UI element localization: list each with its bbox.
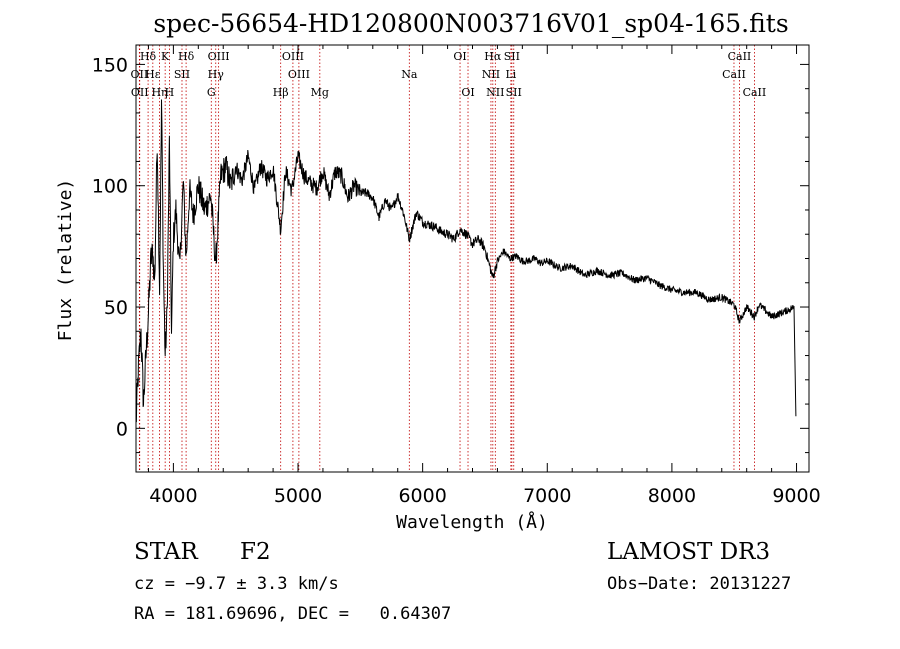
line-label-9: OIII <box>208 50 230 63</box>
line-label-2: OII <box>131 86 149 99</box>
line-label-16: Na <box>401 68 418 81</box>
line-label-12: Hβ <box>273 86 289 99</box>
line-label-15: Mg <box>311 86 329 99</box>
x-axis-label: Wavelength (Å) <box>396 511 548 533</box>
line-label-21: NII <box>486 86 504 99</box>
axes: 4000 5000 6000 7000 8000 9000 0 50 100 150 <box>92 45 821 507</box>
line-label-13: OIII <box>282 50 304 63</box>
line-label-19: Hα <box>484 50 502 63</box>
plot-frame <box>135 44 810 473</box>
line-label-1: OII <box>131 68 149 81</box>
line-label-11: G <box>207 86 216 99</box>
line-label-25: CaII <box>728 50 752 63</box>
y-tick-label: 50 <box>104 297 128 319</box>
spectrum-line <box>135 99 797 423</box>
spectral-line-markers <box>138 45 755 472</box>
line-label-6: H <box>165 86 175 99</box>
line-label-8: Hδ <box>178 50 195 63</box>
y-axis-label: Flux (relative) <box>55 179 76 342</box>
line-label-5: Hη <box>151 86 167 99</box>
line-label-22: SII <box>504 50 520 63</box>
x-tick-label: 7000 <box>523 485 571 507</box>
line-label-10: Hγ <box>208 68 225 81</box>
y-tick-label: 150 <box>92 54 128 76</box>
line-label-7: SII <box>174 68 190 81</box>
line-label-24: SII <box>506 86 522 99</box>
line-label-27: CaII <box>743 86 767 99</box>
line-label-0: Hδ <box>140 50 157 63</box>
line-label-23: Li <box>505 68 516 81</box>
y-tick-label: 0 <box>116 418 128 440</box>
x-tick-label: 5000 <box>274 485 322 507</box>
x-tick-label: 9000 <box>772 485 820 507</box>
coordinates: RA = 181.69696, DEC = 0.64307 <box>134 604 452 624</box>
subclass: F2 <box>240 539 271 565</box>
redshift-velocity: cz = −9.7 ± 3.3 km/s <box>134 574 339 594</box>
line-label-20: NII <box>482 68 500 81</box>
line-label-3: K <box>161 50 170 63</box>
line-label-4: Hε <box>145 68 161 81</box>
y-tick-label: 100 <box>92 176 128 198</box>
x-tick-label: 4000 <box>149 485 197 507</box>
line-label-26: CaII <box>722 68 746 81</box>
line-label-17: OI <box>453 50 466 63</box>
object-class: STAR <box>134 539 198 565</box>
line-label-18: OI <box>461 86 474 99</box>
line-label-14: OIII <box>288 68 310 81</box>
chart-title: spec-56654-HD120800N003716V01_sp04-165.f… <box>153 9 788 38</box>
x-tick-label: 6000 <box>398 485 446 507</box>
observation-date: Obs−Date: 20131227 <box>607 574 792 594</box>
survey-name: LAMOST DR3 <box>607 539 771 565</box>
x-tick-label: 8000 <box>648 485 696 507</box>
